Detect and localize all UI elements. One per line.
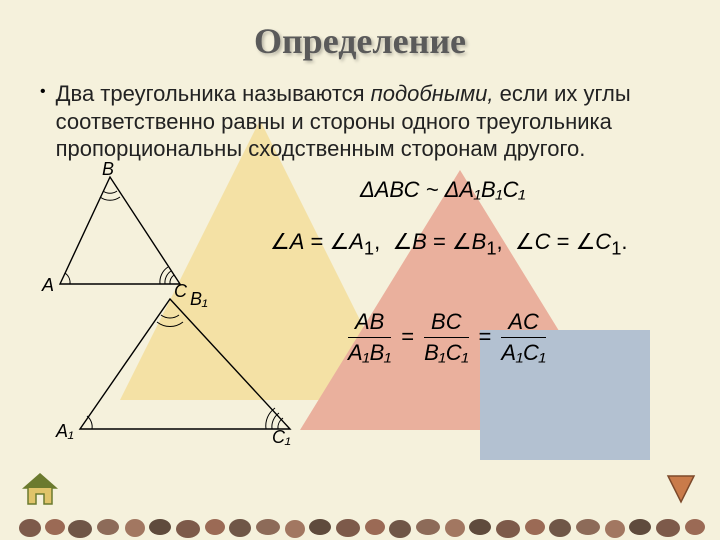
bullet-icon: • xyxy=(40,80,46,104)
label-A: А xyxy=(42,275,54,296)
label-C1: С₁ xyxy=(272,427,291,448)
frac-1-num: AB xyxy=(355,309,384,335)
label-B: В xyxy=(102,159,114,180)
stones-border xyxy=(0,514,720,540)
frac-2-den: B₁C₁ xyxy=(424,340,468,366)
frac-3: AC A₁C₁ xyxy=(501,309,545,366)
similarity-statement: ΔАВС ~ ΔА₁В₁С₁ xyxy=(360,177,525,203)
label-B1: В₁ xyxy=(190,289,208,310)
angle-equalities: ∠А = ∠А1, ∠В = ∠В1, ∠С = ∠С1. xyxy=(270,229,670,259)
next-button[interactable] xyxy=(664,472,698,506)
frac-1-den: A₁B₁ xyxy=(348,340,391,366)
eq-2: = xyxy=(479,324,492,350)
def-part-italic: подобными, xyxy=(371,81,494,106)
definition-text: Два треугольника называются подобными, е… xyxy=(56,80,680,163)
label-C: С xyxy=(174,281,187,302)
frac-2-num: BC xyxy=(431,309,462,335)
proportion-row: AB A₁B₁ = BC B₁C₁ = AC A₁C₁ xyxy=(348,309,546,366)
definition-paragraph: • Два треугольника называются подобными,… xyxy=(40,80,680,163)
label-A1: А₁ xyxy=(56,421,74,442)
angle-text: ∠А = ∠А1, ∠В = ∠В1, ∠С = ∠С1. xyxy=(270,229,628,254)
def-part-1: Два треугольника называются xyxy=(56,81,371,106)
home-button[interactable] xyxy=(22,472,58,506)
frac-3-num: AC xyxy=(508,309,539,335)
frac-2: BC B₁C₁ xyxy=(424,309,468,366)
diagram-area: А В С А₁ В₁ С₁ ΔАВС ~ ΔА₁В₁С₁ ∠А = ∠А1, … xyxy=(40,169,680,459)
page-title: Определение xyxy=(40,20,680,62)
frac-3-den: A₁C₁ xyxy=(501,340,545,366)
eq-1: = xyxy=(401,324,414,350)
frac-1: AB A₁B₁ xyxy=(348,309,391,366)
